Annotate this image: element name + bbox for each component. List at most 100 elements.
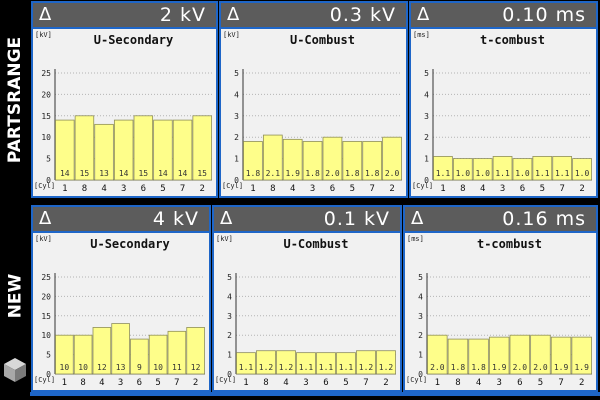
x-tick-label: 4: [283, 378, 288, 388]
y-tick-label: 0: [46, 176, 51, 185]
delta-triangle-icon: Δ: [39, 4, 52, 25]
bar: [186, 327, 205, 375]
y-tick-label: 25: [41, 273, 51, 282]
plot-area: t-combust [ms] 0 1 2 3 4 5 1.1 1 1.0 8 1.0 4 1.1 3 1.0 6 1…: [411, 29, 596, 196]
x-tick-label: 1: [62, 378, 67, 388]
bar-value-label: 1.1: [319, 363, 334, 372]
bar: [167, 330, 187, 375]
y-tick-label: 2: [227, 331, 232, 340]
x-tick-label: 6: [517, 378, 522, 388]
bar-value-label: 1.2: [359, 363, 374, 372]
y-tick-label: 5: [424, 69, 429, 78]
y-axis-label: [kV]: [223, 31, 240, 39]
y-tick-label: 4: [418, 292, 423, 301]
bar-value-label: 1.8: [451, 363, 466, 372]
x-axis-label: [Cyl]: [34, 182, 55, 190]
x-tick-label: 5: [155, 378, 160, 388]
bar-value-label: 1.8: [246, 169, 261, 178]
bar: [130, 338, 149, 375]
bar: [113, 119, 134, 181]
bar: [472, 158, 493, 181]
bar-value-label: 10: [60, 363, 70, 372]
bar-value-label: 1.8: [345, 169, 360, 178]
panel-new-u-combust: Δ 0.1 kV U-Combust [kV] 0 1 2 3 4 5 1.1 1 1.2 8 1.2 4…: [212, 205, 402, 392]
bar: [427, 334, 448, 375]
bar: [282, 138, 303, 181]
bar-value-label: 1.8: [365, 169, 380, 178]
x-tick-label: 3: [118, 378, 123, 388]
bar-value-label: 15: [80, 169, 90, 178]
bar: [55, 334, 74, 375]
bar: [532, 156, 553, 181]
panel-header: Δ 4 kV: [33, 207, 209, 231]
bar: [55, 119, 75, 181]
bar-value-label: 1.0: [475, 169, 490, 178]
x-tick-label: 6: [141, 184, 146, 194]
bar: [302, 141, 323, 181]
bar: [276, 350, 296, 375]
y-tick-label: 4: [234, 90, 239, 99]
x-tick-label: 5: [350, 184, 355, 194]
x-tick-label: 4: [101, 184, 106, 194]
chart-title: U-Combust: [290, 33, 355, 47]
x-tick-label: 7: [369, 184, 374, 194]
bar-value-label: 15: [197, 169, 207, 178]
bar: [468, 338, 489, 375]
y-tick-label: 0: [424, 176, 429, 185]
panel-header: Δ 0.1 kV: [214, 207, 400, 231]
range-value: 4 kV: [152, 208, 199, 230]
bar: [382, 136, 402, 181]
plot-area: U-Secondary [kV] 0 5 10 15 20 25 10 1 10 8 12 4 13 3 9 6 1…: [33, 233, 209, 390]
bar: [509, 334, 531, 375]
plot-area: U-Combust [kV] 0 1 2 3 4 5 1.8 1 2.1 8 1.9 4 1.8 3 2.0 6 1…: [221, 29, 406, 196]
chart-title: U-Secondary: [94, 33, 173, 47]
x-tick-label: 2: [193, 378, 198, 388]
bar: [571, 336, 592, 375]
range-value: 0.16 ms: [502, 208, 586, 230]
bar: [94, 123, 114, 181]
bar-value-label: 13: [116, 363, 126, 372]
bar-value-label: 2.0: [430, 363, 445, 372]
bar-value-label: 1.0: [456, 169, 471, 178]
bar: [336, 352, 356, 375]
bar-value-label: 1.1: [299, 363, 314, 372]
x-axis-label: [Cyl]: [222, 182, 243, 190]
bar: [133, 115, 154, 181]
bar: [492, 156, 513, 181]
x-tick-label: 8: [82, 184, 87, 194]
x-tick-label: 1: [243, 378, 248, 388]
delta-triangle-icon: Δ: [417, 4, 430, 25]
side-label-partsrange-text: PARTSRANGE: [5, 36, 26, 164]
y-tick-label: 2: [234, 133, 239, 142]
range-value: 0.10 ms: [502, 4, 586, 26]
x-tick-label: 5: [160, 184, 165, 194]
x-axis-label: [Cyl]: [34, 376, 55, 384]
x-axis-label: [Cyl]: [406, 376, 427, 384]
y-axis-label: [kV]: [35, 31, 52, 39]
bar: [322, 136, 343, 181]
bar: [316, 352, 336, 375]
bar-chart: t-combust [ms] 0 1 2 3 4 5 1.1 1 1.0 8 1.0 4 1.1 3 1.0 6 1…: [412, 31, 592, 194]
bar-value-label: 2.0: [385, 169, 400, 178]
y-axis-label: [kV]: [35, 235, 52, 243]
x-tick-label: 8: [263, 378, 268, 388]
bar-chart: U-Secondary[kV]0510152025141158134143156…: [34, 31, 212, 194]
y-tick-label: 1: [418, 351, 423, 360]
bar-value-label: 15: [138, 169, 148, 178]
y-tick-label: 1: [227, 351, 232, 360]
y-tick-label: 25: [41, 69, 51, 78]
bar-chart: U-Combust [kV] 0 1 2 3 4 5 1.8 1 2.1 8 1.9 4 1.8 3 2.0 6 1…: [222, 31, 402, 194]
bar-value-label: 12: [191, 363, 201, 372]
x-axis-label: [Cyl]: [412, 182, 433, 190]
y-tick-label: 10: [41, 133, 51, 142]
y-axis-label: [ms]: [407, 235, 424, 243]
panel-header: Δ 2 kV: [33, 3, 216, 27]
x-tick-label: 7: [558, 378, 563, 388]
x-tick-label: 7: [559, 184, 564, 194]
y-tick-label: 4: [424, 90, 429, 99]
x-tick-label: 8: [460, 184, 465, 194]
x-tick-label: 5: [343, 378, 348, 388]
bar: [530, 334, 551, 375]
y-axis-label: [ms]: [413, 31, 430, 39]
bar: [172, 119, 193, 181]
